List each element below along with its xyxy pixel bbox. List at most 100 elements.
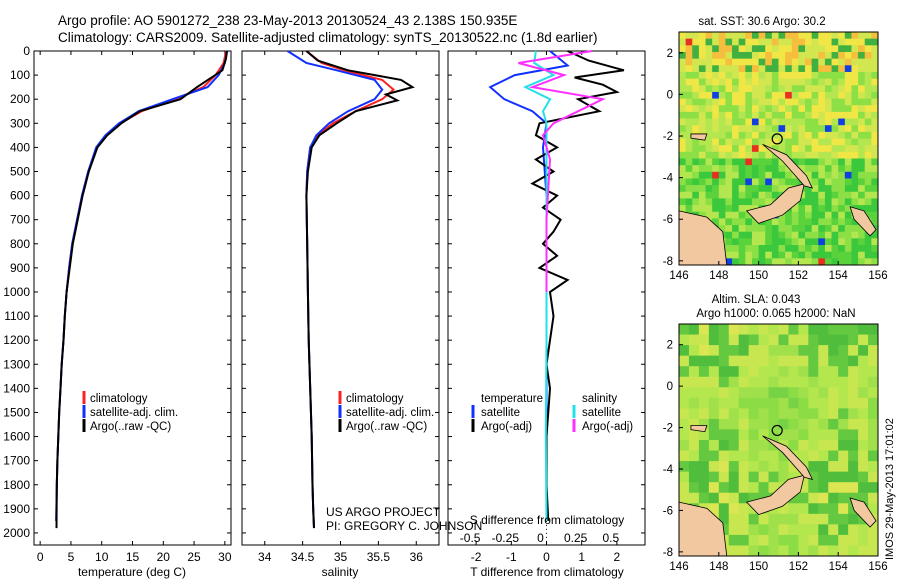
map-cell	[718, 105, 726, 113]
map-cell	[851, 231, 859, 239]
y-tick-label: 1100	[4, 309, 30, 323]
y-tick-label: 1700	[3, 454, 30, 468]
map-cell	[818, 138, 826, 146]
map-cell	[778, 258, 786, 266]
map-cell	[844, 205, 852, 213]
map-cell	[864, 91, 872, 100]
map-cell	[698, 211, 707, 219]
map-cell	[778, 185, 786, 193]
map-cell	[692, 191, 700, 199]
map-cell	[679, 151, 687, 159]
top-tick-label: 0.25	[564, 531, 588, 545]
map-cell	[768, 429, 779, 441]
map-cell	[718, 418, 730, 430]
map-cell	[758, 258, 766, 266]
map-x-tick-label: 146	[669, 270, 688, 282]
map-cell	[818, 503, 829, 515]
map-cell	[785, 151, 793, 159]
map-cell	[858, 138, 866, 146]
x-tick-label: 35.5	[367, 550, 391, 564]
y-tick-label: 1600	[3, 430, 30, 444]
map-cell	[868, 524, 879, 536]
map-cell	[771, 118, 779, 126]
map-cell	[828, 440, 839, 452]
land-manus	[690, 425, 708, 433]
map-cell	[844, 178, 852, 186]
map-cell	[698, 387, 710, 399]
map-cell	[824, 198, 833, 206]
map-cell	[831, 225, 839, 233]
map-cell	[838, 245, 846, 253]
map-cell	[831, 78, 839, 86]
map-cell	[758, 324, 770, 336]
map-cell	[798, 45, 806, 53]
map-cell	[705, 105, 713, 113]
map-cell	[765, 218, 773, 226]
x-tick-label: 15	[126, 550, 140, 564]
project-pi: PI: GREGORY C. JOHNSON	[326, 519, 482, 533]
map-cell	[785, 258, 793, 266]
map-cell	[751, 125, 760, 133]
y-tick-label: 0	[23, 44, 30, 58]
map-cell	[765, 131, 773, 140]
map-cell	[698, 78, 707, 86]
map-cell	[805, 251, 813, 259]
map-cell	[785, 165, 793, 173]
map-cell	[738, 324, 750, 336]
map-cell	[751, 71, 760, 80]
map-cell	[788, 524, 799, 536]
map-cell	[732, 131, 740, 140]
map-cell	[838, 387, 849, 399]
map-cell	[778, 408, 789, 420]
map-cell	[864, 185, 872, 193]
map-cell	[838, 198, 846, 206]
map-cell	[712, 151, 720, 159]
map-cell	[851, 238, 859, 246]
map-cell	[692, 58, 700, 66]
map-cell	[791, 258, 799, 266]
map-cell	[851, 245, 859, 253]
legend-label-s-argo: Argo(-adj)	[582, 421, 633, 433]
map-cell	[718, 198, 726, 206]
map-cell	[728, 524, 740, 536]
map-cell	[824, 138, 833, 146]
map-cell	[679, 38, 687, 46]
map-cell	[765, 91, 773, 100]
map-cell	[718, 492, 730, 504]
map-cell	[858, 178, 866, 186]
map-x-tick-label: 152	[789, 270, 808, 282]
map-cell	[864, 211, 872, 219]
map-cell	[824, 251, 833, 259]
x-tick-label: 0	[37, 550, 44, 564]
map-cell	[828, 461, 839, 473]
map-cell	[738, 218, 746, 226]
map-cell	[698, 118, 707, 126]
map-cell	[745, 205, 753, 213]
map-cell	[758, 545, 770, 557]
series-line-temperature-argo-adj-	[530, 50, 625, 521]
map-cell	[705, 185, 713, 193]
map-cell	[685, 38, 693, 46]
map-cell	[805, 131, 813, 140]
map-cell	[679, 345, 690, 357]
map-cell	[871, 231, 879, 239]
map-y-tick-label: 2	[667, 340, 673, 352]
map-cell	[791, 58, 799, 66]
map-cell	[708, 324, 720, 336]
map-cell	[685, 198, 693, 206]
map-cell	[811, 165, 819, 173]
map-cell	[798, 397, 809, 409]
map-cell	[745, 105, 753, 113]
map-cell	[765, 32, 773, 40]
map-x-tick-label: 148	[709, 561, 728, 573]
map-cell	[712, 158, 720, 166]
map-x-tick-label: 154	[829, 561, 849, 573]
map-cell	[785, 45, 793, 53]
map-cell	[679, 171, 687, 179]
x-tick-label: 10	[95, 550, 109, 564]
map-cell	[751, 111, 760, 120]
map-cell	[771, 51, 779, 60]
map-cell	[771, 32, 779, 40]
legend-label-satellite: satellite-adj. clim.	[346, 407, 434, 419]
map-cell	[798, 78, 806, 86]
